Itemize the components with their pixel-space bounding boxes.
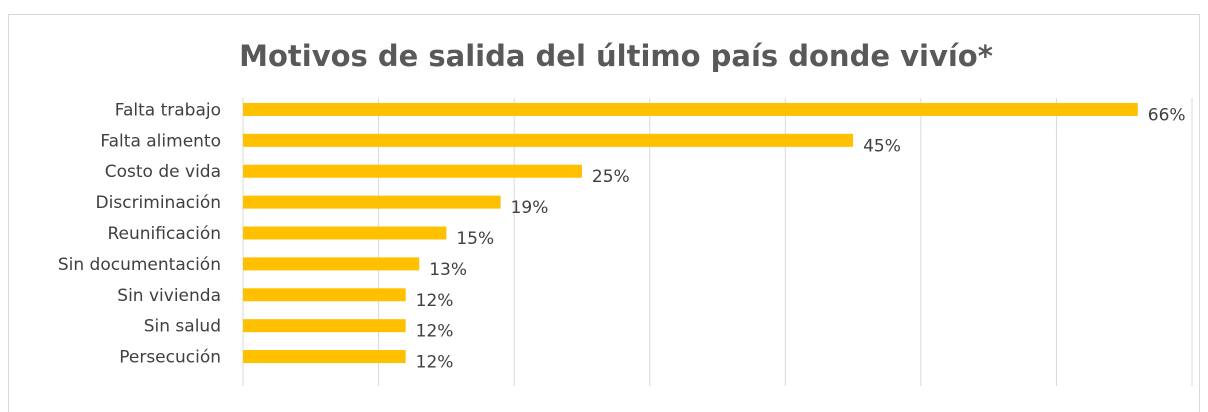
bar (243, 257, 420, 271)
y-tick-label: Falta trabajo (115, 100, 221, 120)
data-label: 45% (863, 136, 901, 156)
bar (243, 226, 447, 240)
bar (243, 195, 501, 209)
bar (243, 102, 1138, 116)
data-label: 13% (429, 260, 467, 280)
chart-title: Motivos de salida del último país donde … (239, 39, 993, 73)
y-tick-label: Discriminación (96, 193, 221, 213)
data-label: 12% (416, 291, 454, 311)
y-tick-label: Sin documentación (58, 255, 221, 275)
bar (243, 164, 582, 178)
y-tick-label: Falta alimento (100, 131, 221, 151)
y-tick-label: Persecución (119, 348, 221, 368)
y-tick-label: Reunificación (108, 224, 222, 244)
data-label: 12% (416, 353, 454, 373)
data-label: 12% (416, 322, 454, 342)
y-tick-label: Sin salud (144, 317, 221, 337)
bar (243, 133, 854, 147)
chart-frame (8, 14, 1200, 412)
data-label: 19% (511, 198, 549, 218)
data-label: 66% (1148, 105, 1186, 125)
y-tick-label: Costo de vida (105, 162, 221, 182)
bar (243, 350, 406, 364)
data-label: 25% (592, 167, 630, 187)
data-label: 15% (456, 229, 494, 249)
bar (243, 319, 406, 333)
y-tick-label: Sin vivienda (117, 286, 221, 306)
bar (243, 288, 406, 302)
